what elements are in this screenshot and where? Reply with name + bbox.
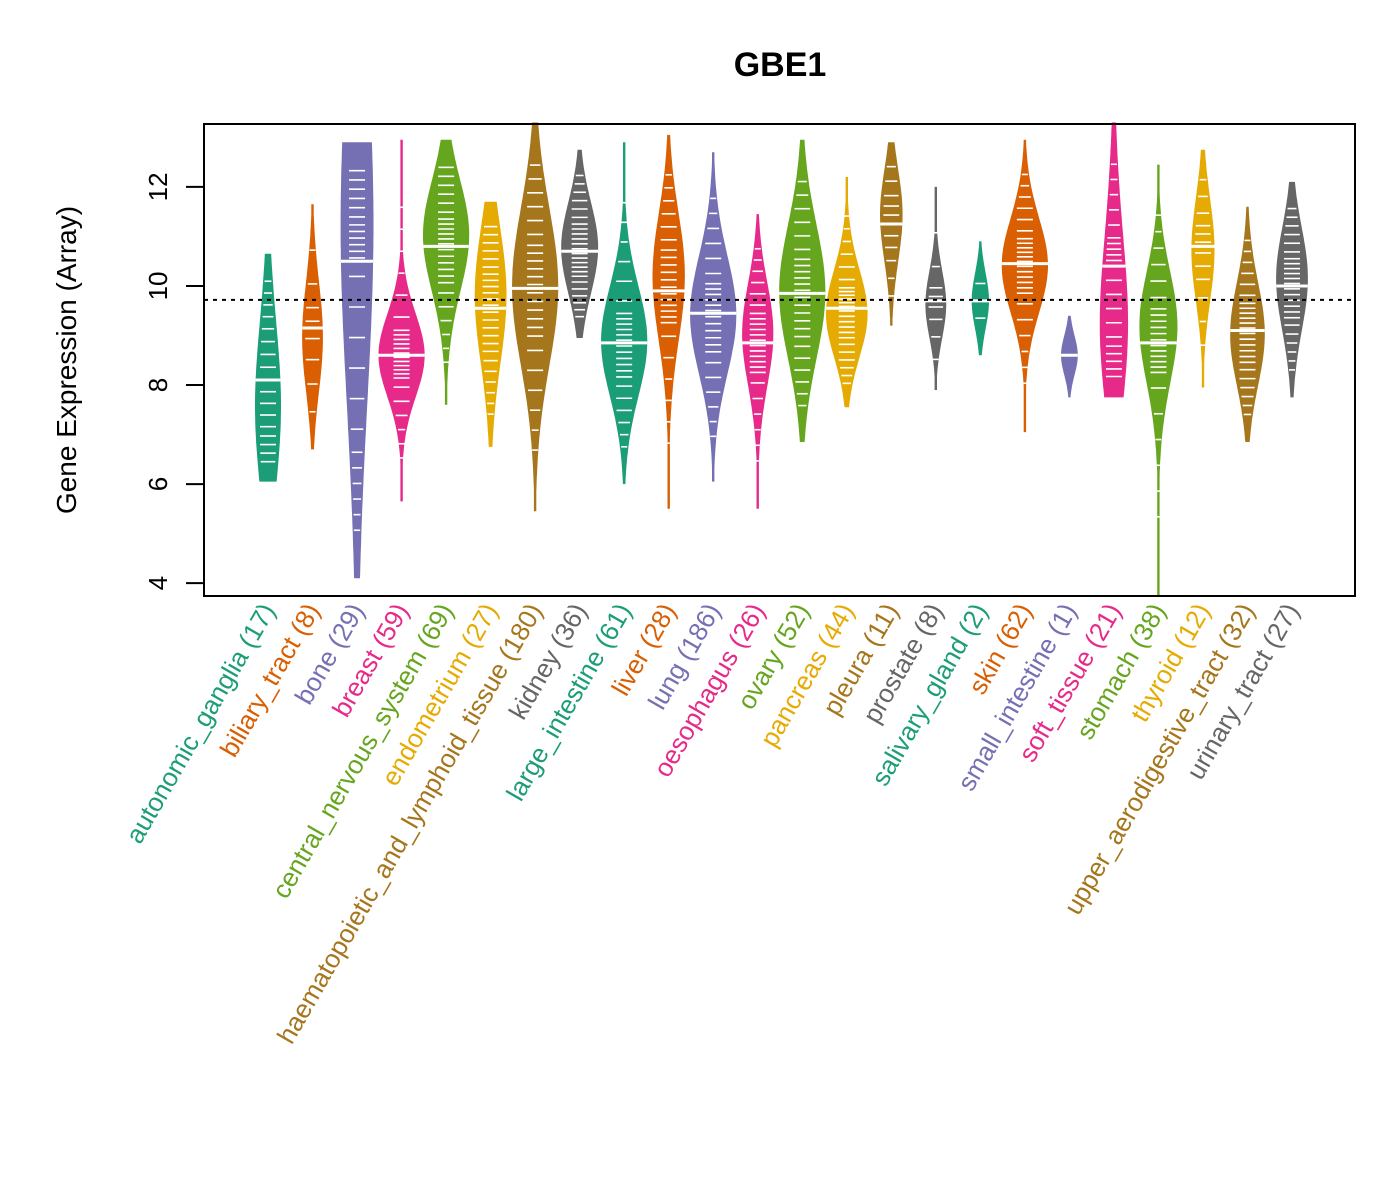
violin-biliary-tract xyxy=(302,204,323,450)
violin-body xyxy=(1276,181,1308,398)
y-axis: 4 6 8 10 12 xyxy=(143,172,204,590)
violin-endometrium xyxy=(474,201,507,447)
violin-thyroid xyxy=(1191,149,1215,388)
violin-body xyxy=(880,142,903,326)
plot-frame xyxy=(203,123,1356,597)
violin-small-intestine xyxy=(1061,315,1078,398)
violin-upper-aerodigestive-tract xyxy=(1230,206,1265,442)
violin-skin xyxy=(1001,139,1048,433)
violin-body xyxy=(512,122,559,512)
x-axis-labels: autonomic_ganglia (17)biliary_tract (8)b… xyxy=(119,598,1305,1049)
y-tick-label: 6 xyxy=(143,477,173,491)
y-tick-label: 12 xyxy=(143,172,173,201)
violin-large-intestine xyxy=(601,142,648,485)
y-tick-label: 8 xyxy=(143,378,173,392)
violin-central-nervous-system xyxy=(423,139,470,405)
violin-liver xyxy=(652,134,685,509)
violin-kidney xyxy=(561,149,599,338)
violin-autonomic-ganglia xyxy=(255,253,281,482)
violin-body xyxy=(971,241,989,356)
violin-body xyxy=(652,134,685,509)
violin-body xyxy=(1191,149,1215,388)
violin-urinary-tract xyxy=(1276,181,1308,398)
violin-body xyxy=(340,142,374,579)
violin-prostate xyxy=(925,186,947,390)
chart-title: GBE1 xyxy=(734,46,827,84)
y-tick-label: 10 xyxy=(143,271,173,300)
violin-lung xyxy=(690,152,737,482)
y-axis-label: Gene Expression (Array) xyxy=(51,206,82,514)
violin-bone xyxy=(340,142,374,579)
violin-body xyxy=(423,139,470,405)
violin-body xyxy=(378,139,425,502)
violin-body xyxy=(1139,164,1178,596)
violin-pleura xyxy=(880,142,903,326)
violin-body xyxy=(1230,206,1265,442)
violin-pancreas xyxy=(826,177,868,408)
violin-ovary xyxy=(779,139,826,443)
violin-body xyxy=(1001,139,1048,433)
violin-salivary-gland xyxy=(971,241,990,356)
violin-stomach xyxy=(1139,164,1178,596)
violins xyxy=(255,122,1308,596)
violin-body xyxy=(474,201,507,447)
violin-breast xyxy=(378,139,425,502)
violin-oesophagus xyxy=(742,214,774,509)
y-tick-label: 4 xyxy=(143,576,173,590)
violin-soft-tissue xyxy=(1099,122,1129,398)
violin-haematopoietic-and-lymphoid-tissue xyxy=(512,122,559,512)
